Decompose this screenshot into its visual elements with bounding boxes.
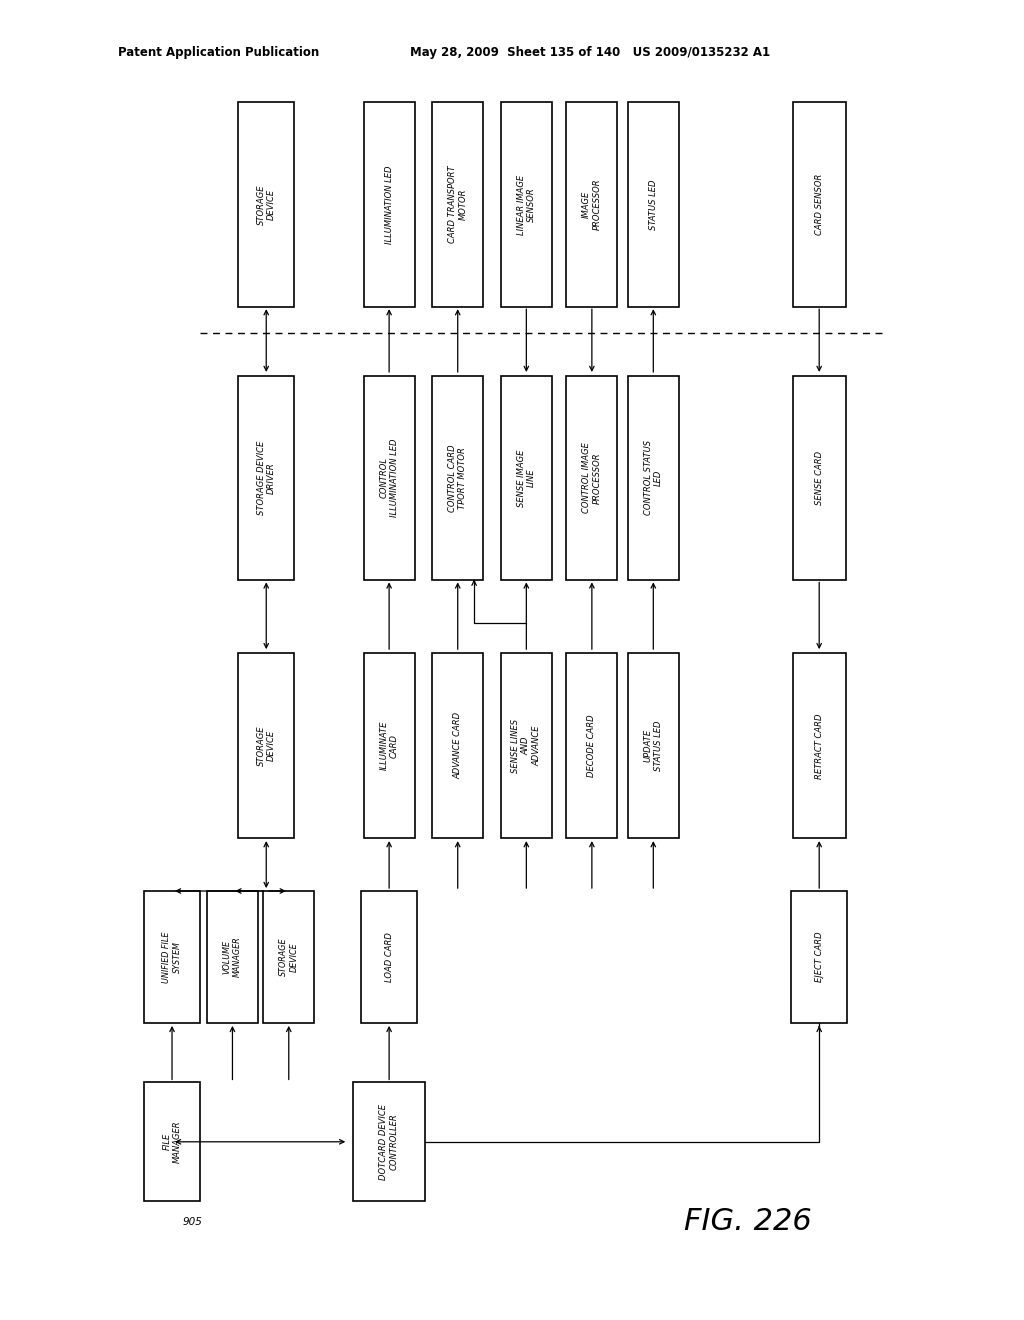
Text: May 28, 2009  Sheet 135 of 140   US 2009/0135232 A1: May 28, 2009 Sheet 135 of 140 US 2009/01… xyxy=(410,46,770,59)
Bar xyxy=(432,653,483,838)
Bar xyxy=(432,375,483,581)
Text: UNIFIED FILE
SYSTEM: UNIFIED FILE SYSTEM xyxy=(163,932,181,982)
Text: IMAGE
PROCESSOR: IMAGE PROCESSOR xyxy=(583,178,601,231)
Text: 905: 905 xyxy=(182,1217,202,1228)
Text: VOLUME
MANAGER: VOLUME MANAGER xyxy=(223,937,242,977)
Text: STATUS LED: STATUS LED xyxy=(649,180,657,230)
Bar xyxy=(364,653,415,838)
Text: ILLUMINATION LED: ILLUMINATION LED xyxy=(385,165,393,244)
Bar xyxy=(501,653,552,838)
Bar xyxy=(628,653,679,838)
Bar xyxy=(263,891,314,1023)
Text: CONTROL IMAGE
PROCESSOR: CONTROL IMAGE PROCESSOR xyxy=(583,442,601,513)
Text: SENSE IMAGE
LINE: SENSE IMAGE LINE xyxy=(517,449,536,507)
Text: STORAGE DEVICE
DRIVER: STORAGE DEVICE DRIVER xyxy=(257,441,275,515)
Bar xyxy=(143,891,201,1023)
Text: DOTCARD DEVICE
CONTROLLER: DOTCARD DEVICE CONTROLLER xyxy=(380,1104,398,1180)
Text: ADVANCE CARD: ADVANCE CARD xyxy=(454,713,462,779)
Bar xyxy=(793,653,846,838)
Text: STORAGE
DEVICE: STORAGE DEVICE xyxy=(257,185,275,224)
Bar xyxy=(207,891,258,1023)
Text: FIG. 226: FIG. 226 xyxy=(684,1206,811,1236)
Bar xyxy=(238,375,295,581)
Text: DECODE CARD: DECODE CARD xyxy=(588,714,596,777)
Bar xyxy=(566,653,617,838)
Text: STORAGE
DEVICE: STORAGE DEVICE xyxy=(257,726,275,766)
Bar xyxy=(238,103,295,308)
Text: RETRACT CARD: RETRACT CARD xyxy=(815,713,823,779)
Bar xyxy=(501,375,552,581)
Bar xyxy=(353,1082,425,1201)
Text: ILLUMINATE
CARD: ILLUMINATE CARD xyxy=(380,721,398,771)
Bar xyxy=(501,103,552,308)
Text: EJECT CARD: EJECT CARD xyxy=(815,932,823,982)
Text: CARD TRANSPORT
MOTOR: CARD TRANSPORT MOTOR xyxy=(449,166,467,243)
Text: FILE
MANAGER: FILE MANAGER xyxy=(163,1121,181,1163)
Text: CONTROL CARD
TPORT MOTOR: CONTROL CARD TPORT MOTOR xyxy=(449,444,467,512)
Text: CONTROL STATUS
LED: CONTROL STATUS LED xyxy=(644,441,663,515)
Text: LINEAR IMAGE
SENSOR: LINEAR IMAGE SENSOR xyxy=(517,174,536,235)
Text: STORAGE
DEVICE: STORAGE DEVICE xyxy=(280,937,298,977)
Text: Patent Application Publication: Patent Application Publication xyxy=(118,46,319,59)
Text: UPDATE
STATUS LED: UPDATE STATUS LED xyxy=(644,721,663,771)
Text: LOAD CARD: LOAD CARD xyxy=(385,932,393,982)
Text: SENSE CARD: SENSE CARD xyxy=(815,450,823,506)
Bar xyxy=(628,103,679,308)
Bar xyxy=(143,1082,201,1201)
Bar xyxy=(793,375,846,581)
Text: CONTROL
ILLUMINATION LED: CONTROL ILLUMINATION LED xyxy=(380,438,398,517)
Bar xyxy=(364,103,415,308)
Bar xyxy=(238,653,295,838)
Bar xyxy=(566,375,617,581)
Bar xyxy=(360,891,418,1023)
Bar xyxy=(566,103,617,308)
Bar xyxy=(792,891,848,1023)
Text: CARD SENSOR: CARD SENSOR xyxy=(815,174,823,235)
Bar xyxy=(793,103,846,308)
Bar xyxy=(628,375,679,581)
Bar xyxy=(432,103,483,308)
Text: SENSE LINES
AND
ADVANCE: SENSE LINES AND ADVANCE xyxy=(511,718,542,774)
Bar xyxy=(364,375,415,581)
